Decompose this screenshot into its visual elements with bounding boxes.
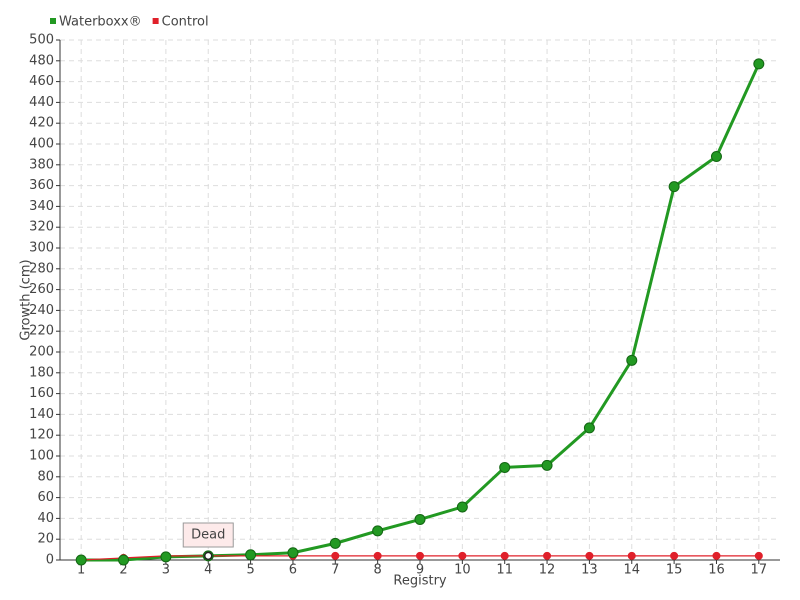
point bbox=[416, 551, 424, 560]
point bbox=[754, 551, 763, 560]
y-tick-label: 140 bbox=[29, 407, 54, 422]
y-tick-label: 80 bbox=[37, 469, 54, 484]
point bbox=[753, 58, 765, 70]
x-tick-label: 15 bbox=[666, 563, 683, 578]
point bbox=[670, 551, 679, 560]
y-tick-label: 300 bbox=[29, 241, 54, 256]
point bbox=[331, 551, 340, 560]
x-tick-label: 11 bbox=[496, 563, 513, 578]
y-tick-label: 20 bbox=[37, 532, 54, 547]
y-axis-label: Growth (cm) bbox=[19, 259, 34, 340]
x-tick-label: 6 bbox=[289, 563, 297, 578]
point bbox=[500, 551, 509, 560]
point bbox=[543, 551, 552, 560]
grid bbox=[60, 39, 780, 560]
x-tick-label: 13 bbox=[581, 563, 598, 578]
y-tick-label: 260 bbox=[29, 282, 54, 297]
x-tick-label: 17 bbox=[751, 563, 768, 578]
point bbox=[160, 551, 172, 563]
x-axis-label: Registry bbox=[393, 574, 447, 589]
point bbox=[458, 551, 467, 560]
point bbox=[75, 554, 87, 566]
point bbox=[499, 461, 511, 473]
point bbox=[456, 501, 468, 513]
point bbox=[287, 547, 299, 559]
x-tick-label: 16 bbox=[708, 563, 725, 578]
point bbox=[414, 513, 426, 525]
point bbox=[583, 422, 595, 434]
y-tick-label: 500 bbox=[29, 33, 54, 48]
y-tick-label: 240 bbox=[29, 303, 54, 318]
point bbox=[627, 551, 636, 560]
y-tick-label: 160 bbox=[29, 386, 54, 401]
annotation-text: Dead bbox=[191, 528, 225, 543]
point bbox=[710, 150, 722, 162]
y-tick-label: 400 bbox=[29, 137, 54, 152]
x-tick-label: 14 bbox=[623, 563, 640, 578]
point bbox=[668, 181, 680, 193]
point bbox=[245, 549, 257, 561]
y-tick-label: 180 bbox=[29, 365, 54, 380]
legend-swatch bbox=[50, 18, 56, 24]
point bbox=[118, 554, 130, 566]
point bbox=[373, 551, 382, 560]
x-tick-label: 7 bbox=[331, 563, 339, 578]
x-tick-label: 8 bbox=[374, 563, 382, 578]
annotation-box bbox=[182, 522, 234, 548]
legend-swatch bbox=[152, 18, 159, 24]
point bbox=[585, 551, 594, 560]
x-tick-label: 4 bbox=[204, 563, 212, 578]
y-tick-label: 40 bbox=[37, 511, 54, 526]
y-tick-label: 480 bbox=[29, 53, 54, 68]
y-tick-label: 60 bbox=[37, 490, 54, 505]
x-tick-label: 5 bbox=[246, 563, 254, 578]
y-tick-label: 0 bbox=[46, 553, 54, 568]
y-tick-label: 320 bbox=[29, 220, 54, 235]
y-tick-label: 100 bbox=[29, 449, 54, 464]
y-tick-label: 380 bbox=[29, 157, 54, 172]
y-tick-label: 440 bbox=[29, 95, 54, 110]
y-tick-label: 420 bbox=[29, 116, 54, 131]
y-tick-label: 200 bbox=[29, 345, 54, 360]
y-tick-label: 280 bbox=[29, 261, 54, 276]
y-tick-label: 220 bbox=[29, 324, 54, 339]
x-tick-label: 1 bbox=[77, 563, 85, 578]
y-tick-label: 460 bbox=[29, 74, 54, 89]
legend-label: Waterboxx® bbox=[59, 15, 142, 30]
x-tick-label: 3 bbox=[162, 563, 170, 578]
point bbox=[329, 537, 341, 549]
annotation-marker bbox=[203, 551, 213, 561]
y-tick-label: 360 bbox=[29, 178, 54, 193]
x-tick-label: 2 bbox=[119, 563, 127, 578]
y-tick-label: 120 bbox=[29, 428, 54, 443]
x-tick-label: 10 bbox=[454, 563, 471, 578]
point bbox=[626, 354, 638, 366]
y-tick-label: 340 bbox=[29, 199, 54, 214]
x-tick-label: 12 bbox=[539, 563, 556, 578]
legend-label: Control bbox=[162, 15, 209, 30]
x-tick-label: 9 bbox=[416, 563, 424, 578]
point bbox=[712, 551, 721, 560]
point bbox=[372, 525, 384, 537]
point bbox=[541, 459, 553, 471]
